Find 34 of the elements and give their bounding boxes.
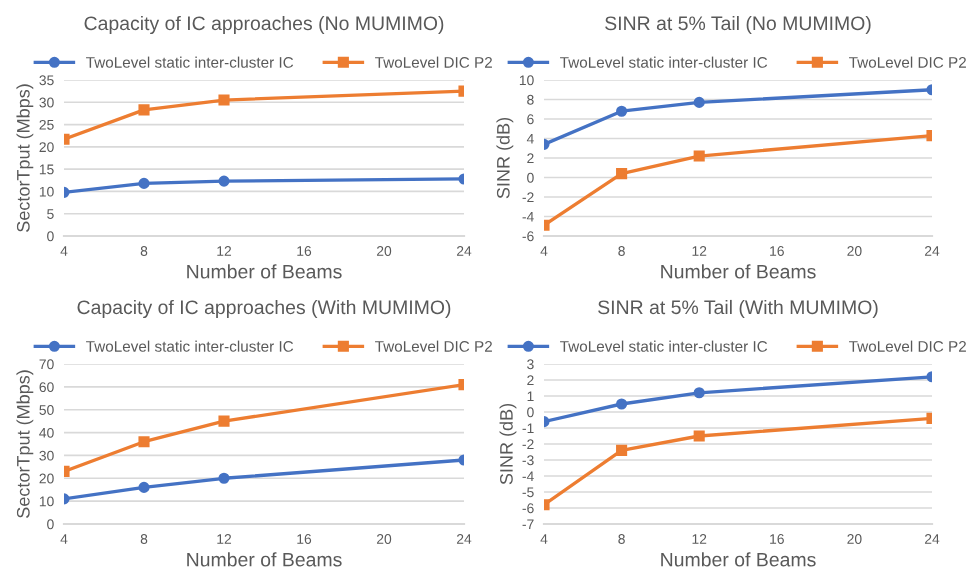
x-axis-title: Number of Beams [661, 552, 816, 567]
x-axis-title: Number of Beams [187, 552, 342, 567]
point [693, 430, 705, 442]
point [616, 398, 628, 410]
y-axis-title: SectorTput (Mbps) [16, 84, 34, 232]
point [616, 444, 628, 456]
chart-title: SINR at 5% Tail (With MUMIMO) [598, 299, 878, 319]
line-series [64, 379, 464, 477]
x-axis-title: Number of Beams [187, 264, 342, 279]
point [138, 104, 150, 116]
point [616, 168, 628, 180]
point [218, 415, 230, 427]
point [138, 436, 150, 448]
x-axis-title: Number of Beams [661, 264, 816, 279]
y-axis-title: SectorTput (Mbps) [16, 370, 34, 518]
chart-title: Capacity of IC approaches (With MUMIMO) [77, 299, 451, 319]
point [616, 105, 628, 117]
line-series [64, 454, 464, 505]
line-series [64, 173, 464, 198]
point [138, 481, 150, 493]
chart-title: Capacity of IC approaches (No MUMIMO) [84, 15, 444, 35]
y-axis-title: SINR (dB) [496, 117, 514, 199]
point [218, 175, 230, 187]
line-series [64, 85, 464, 145]
line-series [544, 84, 932, 150]
point [693, 96, 705, 108]
chart-title: SINR at 5% Tail (No MUMIMO) [605, 15, 871, 35]
point [138, 177, 150, 189]
line-series [544, 371, 932, 428]
point [693, 150, 705, 162]
point [693, 387, 705, 399]
y-axis-title: SINR (dB) [499, 403, 517, 485]
point [218, 94, 230, 106]
point [218, 472, 230, 484]
